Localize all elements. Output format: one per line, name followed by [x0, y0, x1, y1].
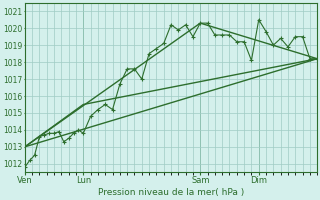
- X-axis label: Pression niveau de la mer( hPa ): Pression niveau de la mer( hPa ): [98, 188, 244, 197]
